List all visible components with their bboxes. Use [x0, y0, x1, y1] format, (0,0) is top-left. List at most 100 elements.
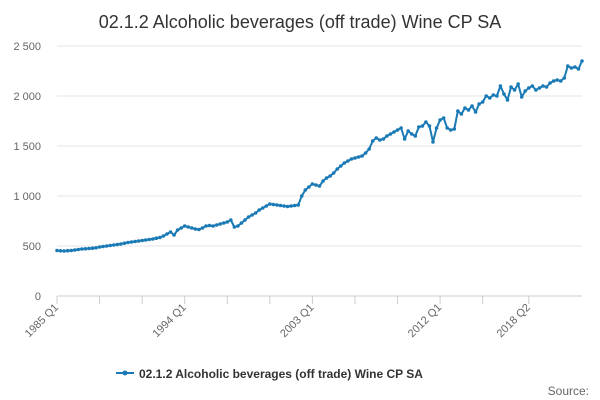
data-point — [292, 203, 297, 208]
grid-lines — [57, 45, 582, 297]
data-point — [101, 244, 105, 249]
data-point — [154, 236, 159, 240]
data-point — [221, 221, 226, 225]
data-point — [182, 224, 187, 228]
data-point — [243, 218, 247, 222]
data-point — [239, 221, 244, 225]
data-point — [424, 120, 428, 124]
data-point — [122, 241, 127, 245]
data-point — [456, 109, 460, 113]
data-point — [335, 167, 340, 171]
data-point — [548, 81, 552, 85]
data-point — [119, 242, 123, 246]
data-point — [431, 140, 435, 144]
data-point — [363, 151, 368, 155]
x-tick-label: 2018 Q2 — [495, 302, 533, 340]
data-point — [214, 223, 219, 227]
data-point — [399, 126, 403, 130]
y-tick-label: 2 500 — [13, 41, 41, 53]
data-point — [133, 239, 137, 244]
data-point — [573, 65, 577, 69]
data-point — [310, 182, 315, 186]
x-tick-label: 1985 Q1 — [23, 302, 61, 340]
data-point — [250, 213, 254, 217]
data-point — [190, 226, 194, 230]
data-point — [388, 132, 393, 136]
data-point — [551, 79, 556, 83]
data-point — [420, 124, 425, 128]
series-line — [56, 60, 583, 252]
y-tick-label: 1 000 — [13, 191, 41, 203]
data-point — [76, 247, 81, 252]
data-point — [360, 154, 364, 158]
data-point — [289, 204, 293, 208]
data-point — [278, 203, 283, 208]
data-point — [62, 249, 66, 253]
y-tick-label: 1 500 — [13, 141, 41, 153]
data-point — [495, 94, 499, 98]
data-point — [505, 98, 510, 102]
data-point — [126, 240, 130, 245]
data-point — [349, 157, 354, 161]
data-point — [544, 85, 549, 89]
data-point — [307, 185, 311, 189]
data-point — [303, 188, 308, 192]
x-tick-label: 2003 Q1 — [278, 302, 316, 340]
chart-title: 02.1.2 Alcoholic beverages (off trade) W… — [99, 12, 502, 32]
data-point — [463, 106, 467, 110]
data-point — [200, 226, 205, 230]
data-point — [534, 88, 538, 92]
data-point — [519, 95, 524, 99]
data-point — [392, 130, 396, 134]
data-point — [232, 225, 237, 229]
data-point — [264, 204, 269, 208]
data-point — [516, 82, 520, 86]
data-point — [282, 204, 286, 208]
data-point — [317, 184, 322, 188]
data-point — [562, 76, 567, 80]
data-point — [140, 238, 144, 243]
data-point — [374, 136, 379, 140]
data-point — [555, 78, 559, 82]
data-point — [115, 242, 120, 247]
data-point — [172, 233, 176, 237]
data-point — [218, 222, 222, 226]
data-point — [108, 243, 113, 248]
data-point — [111, 243, 116, 247]
data-point — [186, 225, 191, 229]
data-point — [580, 59, 584, 63]
data-point — [487, 96, 492, 100]
data-point — [253, 211, 258, 215]
data-point — [321, 179, 325, 183]
data-point — [136, 239, 141, 243]
data-point — [87, 246, 91, 251]
x-axis: 1985 Q1 1994 Q1 2003 Q1 2012 Q1 2018 Q2 — [23, 296, 533, 340]
data-point — [271, 202, 276, 207]
x-tick-label: 2012 Q1 — [406, 302, 444, 340]
data-point — [367, 147, 371, 151]
data-point — [229, 218, 233, 222]
y-tick-label: 500 — [23, 241, 41, 253]
x-tick-label: 1994 Q1 — [150, 302, 188, 340]
data-point — [165, 232, 169, 236]
data-point — [537, 86, 542, 90]
data-point — [370, 139, 375, 143]
data-point — [477, 102, 481, 106]
data-point — [331, 171, 336, 175]
data-point — [502, 92, 506, 96]
data-point — [65, 248, 70, 253]
data-point — [55, 248, 59, 253]
data-point — [225, 220, 230, 224]
data-point — [409, 132, 414, 136]
data-point — [150, 237, 155, 241]
data-point — [324, 176, 329, 180]
data-point — [299, 194, 304, 198]
data-point — [523, 89, 528, 93]
legend[interactable]: 02.1.2 Alcoholic beverages (off trade) W… — [116, 367, 423, 381]
data-point — [378, 138, 382, 142]
data-point — [72, 248, 77, 252]
data-point — [80, 247, 84, 251]
data-point — [470, 104, 474, 108]
data-point — [69, 248, 73, 253]
data-point — [328, 174, 332, 178]
